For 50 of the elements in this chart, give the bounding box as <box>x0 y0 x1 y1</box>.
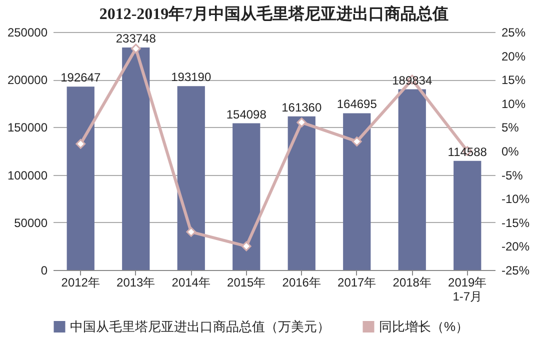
y2-tick-label: 0% <box>502 144 520 158</box>
bar <box>398 89 426 270</box>
point <box>130 44 141 54</box>
point <box>241 241 252 252</box>
point <box>352 136 362 146</box>
y-tick-label: 100000 <box>7 168 48 182</box>
y2-tick-label: 25% <box>502 26 526 40</box>
y2-tick-label: 15% <box>502 73 526 88</box>
chart-title: 2012-2019年7月中国从毛里塔尼亚进出口商品总值 <box>99 5 449 23</box>
bar <box>122 47 150 270</box>
data-label: 164695 <box>336 97 378 112</box>
y2-tick-label: -20% <box>502 240 530 254</box>
point <box>76 138 86 149</box>
data-label: 189834 <box>392 73 432 88</box>
bar <box>343 113 371 270</box>
data-label: 192647 <box>60 70 101 85</box>
data-label: 161360 <box>282 100 322 114</box>
data-label: 114588 <box>448 144 488 159</box>
y2-tick-label: 5% <box>502 120 520 135</box>
data-label: 233748 <box>116 31 156 46</box>
y-tick-label: 250000 <box>7 26 48 40</box>
x-tick-label: 2018年 <box>392 276 432 290</box>
bar <box>232 123 260 270</box>
point <box>186 226 196 237</box>
data-label: 193190 <box>171 70 212 84</box>
x-tick-label: 2019年 1-7月 <box>448 276 487 304</box>
y-tick-label: 0 <box>40 264 48 278</box>
data-label: 154098 <box>226 107 267 122</box>
point <box>296 118 307 128</box>
bar <box>177 86 205 270</box>
legend-label: 同比增长（%） <box>379 318 469 334</box>
y-tick-label: 150000 <box>7 120 48 135</box>
y-tick-label: 50000 <box>14 216 48 230</box>
y2-tick-label: -5% <box>502 168 524 182</box>
bar <box>288 116 316 270</box>
bar <box>454 160 482 270</box>
y2-tick-label: -15% <box>502 216 530 230</box>
legend-label: 中国从毛里塔尼亚进出口商品总值（万美元） <box>70 318 330 334</box>
y2-tick-label: 10% <box>502 96 526 111</box>
x-tick-label: 2012年 <box>61 276 100 290</box>
y2-tick-label: -25% <box>502 264 530 278</box>
y2-tick-label: 20% <box>502 49 526 64</box>
y2-tick-label: -10% <box>502 192 530 206</box>
x-tick-label: 2014年 <box>172 276 210 290</box>
x-tick-label: 2017年 <box>338 276 376 290</box>
y-tick-label: 200000 <box>7 73 48 88</box>
x-tick-label: 2015年 <box>227 276 266 290</box>
x-tick-label: 2013年 <box>116 276 156 290</box>
x-tick-label: 2016年 <box>282 276 321 290</box>
bar <box>66 86 94 270</box>
